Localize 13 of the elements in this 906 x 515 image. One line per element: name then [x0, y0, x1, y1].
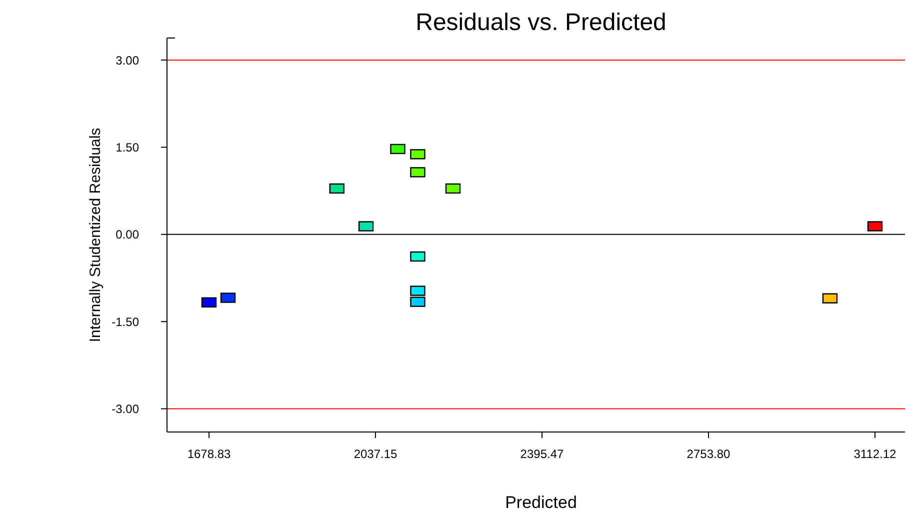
- x-tick-label: 2037.15: [354, 447, 398, 461]
- x-tick-label: 3112.12: [854, 447, 897, 461]
- y-tick-label: 3.00: [116, 53, 140, 68]
- y-tick-label: -3.00: [112, 402, 140, 416]
- x-axis-title: Predicted: [505, 493, 577, 512]
- x-tick-label: 2753.80: [686, 447, 731, 461]
- y-tick-label: 1.50: [116, 140, 140, 154]
- y-axis-title: Internally Studentized Residuals: [87, 128, 104, 342]
- y-tick-label: -1.50: [112, 314, 140, 329]
- x-tick-label: 2395.47: [520, 447, 564, 461]
- x-tick-label: 1678.83: [187, 447, 232, 461]
- y-tick-label: 0.00: [116, 228, 140, 242]
- chart-title: Residuals vs. Predicted: [416, 9, 666, 36]
